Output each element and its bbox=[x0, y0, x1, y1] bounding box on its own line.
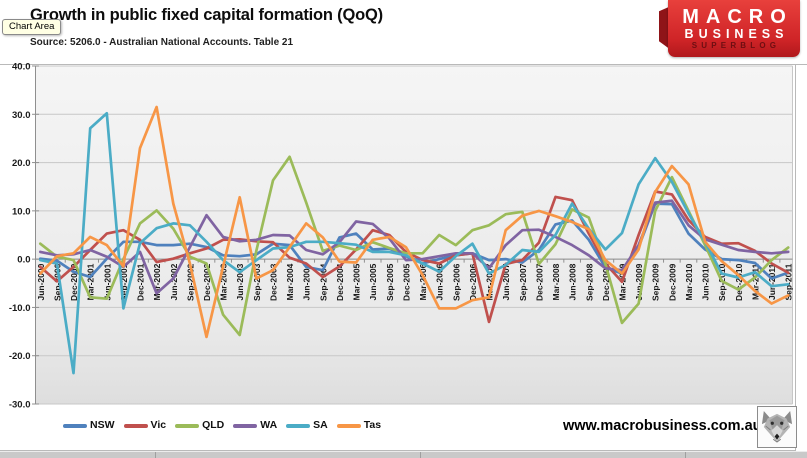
x-axis-label: Mar-2011 bbox=[750, 263, 760, 300]
x-axis-label: Sep-2005 bbox=[385, 263, 395, 301]
x-axis-label: Jun-2000 bbox=[36, 263, 46, 300]
chart-source-note: Source: 5206.0 - Australian National Acc… bbox=[30, 37, 294, 48]
chart-area-tooltip: Chart Area bbox=[2, 19, 62, 35]
legend-label: QLD bbox=[202, 419, 225, 431]
bottom-scrollbar[interactable] bbox=[0, 451, 807, 458]
x-axis-label: Jun-2007 bbox=[501, 263, 511, 300]
x-axis-label: Dec-2006 bbox=[468, 263, 478, 301]
legend-item-SA[interactable]: SA bbox=[286, 419, 328, 432]
x-axis-label: Dec-2004 bbox=[335, 263, 345, 301]
x-axis-label: Dec-2010 bbox=[734, 263, 744, 301]
legend-swatch-SA bbox=[286, 424, 311, 428]
legend-swatch-NSW bbox=[63, 424, 87, 428]
legend-item-Vic[interactable]: Vic bbox=[123, 419, 167, 432]
x-axis-label: Dec-2003 bbox=[268, 263, 278, 301]
y-axis-label: -30.0 bbox=[9, 400, 31, 411]
y-axis-label: 30.0 bbox=[12, 110, 31, 121]
x-axis-label: Sep-2004 bbox=[318, 263, 328, 301]
y-axis-label: 40.0 bbox=[12, 62, 31, 73]
x-axis-label: Dec-2005 bbox=[401, 263, 411, 301]
x-axis-label: Jun-2009 bbox=[634, 263, 644, 300]
y-axis-label: -10.0 bbox=[9, 303, 31, 314]
legend-label: WA bbox=[260, 419, 278, 431]
series-line-QLD[interactable] bbox=[38, 155, 790, 337]
legend-label: Tas bbox=[363, 419, 382, 431]
legend-swatch-WA bbox=[233, 424, 258, 428]
x-axis-label: Jun-2010 bbox=[701, 263, 711, 300]
chart-frame-bottom-border bbox=[0, 450, 796, 451]
x-axis-label: Sep-2001 bbox=[119, 263, 129, 301]
plot-background bbox=[35, 66, 793, 404]
legend-swatch-Vic bbox=[123, 424, 148, 428]
scrollbar-separator bbox=[155, 452, 156, 458]
site-url: www.macrobusiness.com.au bbox=[563, 418, 762, 434]
x-axis-label: Mar-2010 bbox=[684, 263, 694, 300]
x-axis-label: Dec-2009 bbox=[667, 263, 677, 301]
x-axis-label: Sep-2007 bbox=[518, 263, 528, 301]
scrollbar-separator bbox=[420, 452, 421, 458]
x-axis-label: Jun-2006 bbox=[435, 263, 445, 300]
x-axis-label: Dec-2000 bbox=[69, 263, 79, 301]
legend-label: Vic bbox=[150, 419, 167, 431]
x-axis-label: Mar-2004 bbox=[285, 263, 295, 300]
wolf-logo-frame bbox=[757, 406, 797, 448]
logo-line-macro: MACRO bbox=[682, 5, 793, 28]
legend-label: SA bbox=[313, 419, 328, 431]
x-axis-label: Jun-2011 bbox=[767, 263, 777, 300]
x-axis-label: Sep-2008 bbox=[584, 263, 594, 301]
x-axis-label: Sep-2002 bbox=[185, 263, 195, 301]
x-axis-label: Jun-2008 bbox=[568, 263, 578, 300]
x-axis-label: Mar-2007 bbox=[485, 263, 495, 300]
wolf-logo-icon bbox=[761, 411, 793, 443]
x-axis-label: Dec-2002 bbox=[202, 263, 212, 301]
chart-title: Growth in public fixed capital formation… bbox=[30, 6, 383, 24]
series-line-Tas[interactable] bbox=[38, 105, 790, 339]
chart-frame-top-border bbox=[0, 64, 807, 65]
chart-legend: NSW Vic QLD WA SA Tas bbox=[63, 419, 381, 432]
x-axis-label: Mar-2003 bbox=[219, 263, 229, 300]
macro-business-logo: MACRO BUSINESS SUPERBLOG bbox=[668, 0, 800, 57]
x-axis-label: Mar-2005 bbox=[352, 263, 362, 300]
x-axis-label: Jun-2001 bbox=[102, 263, 112, 300]
legend-label: NSW bbox=[90, 419, 115, 431]
x-axis-label: Jun-2005 bbox=[368, 263, 378, 300]
x-axis-label: Mar-2006 bbox=[418, 263, 428, 300]
x-axis-label: Jun-2004 bbox=[302, 263, 312, 300]
legend-item-NSW[interactable]: NSW bbox=[63, 419, 115, 432]
x-axis-label: Dec-2008 bbox=[601, 263, 611, 301]
scrollbar-separator bbox=[685, 452, 686, 458]
x-axis-label: Mar-2008 bbox=[551, 263, 561, 300]
legend-item-Tas[interactable]: Tas bbox=[336, 419, 382, 432]
legend-item-WA[interactable]: WA bbox=[233, 419, 277, 432]
y-axis-label: 10.0 bbox=[12, 206, 31, 217]
legend-swatch-Tas bbox=[336, 424, 361, 428]
y-axis-label: 20.0 bbox=[12, 158, 31, 169]
logo-line-superblog: SUPERBLOG bbox=[691, 40, 781, 50]
x-axis-label: Dec-2001 bbox=[136, 263, 146, 301]
legend-item-QLD[interactable]: QLD bbox=[175, 419, 224, 432]
chart-frame-right-border bbox=[795, 64, 796, 451]
y-axis-label: 0.0 bbox=[17, 255, 30, 266]
x-axis-label: Dec-2007 bbox=[534, 263, 544, 301]
x-axis-label: Sep-2006 bbox=[451, 263, 461, 301]
legend-swatch-QLD bbox=[175, 424, 200, 428]
x-axis-label: Jun-2002 bbox=[169, 263, 179, 300]
x-axis-label: Sep-2011 bbox=[784, 263, 794, 300]
x-axis-label: Sep-2009 bbox=[651, 263, 661, 301]
logo-line-business: BUSINESS bbox=[684, 26, 789, 41]
x-axis-label: Jun-2003 bbox=[235, 263, 245, 300]
x-axis-label: Mar-2001 bbox=[86, 263, 96, 300]
y-axis-label: -20.0 bbox=[9, 351, 31, 362]
x-axis-label: Mar-2002 bbox=[152, 263, 162, 300]
x-axis-label: Sep-2003 bbox=[252, 263, 262, 301]
